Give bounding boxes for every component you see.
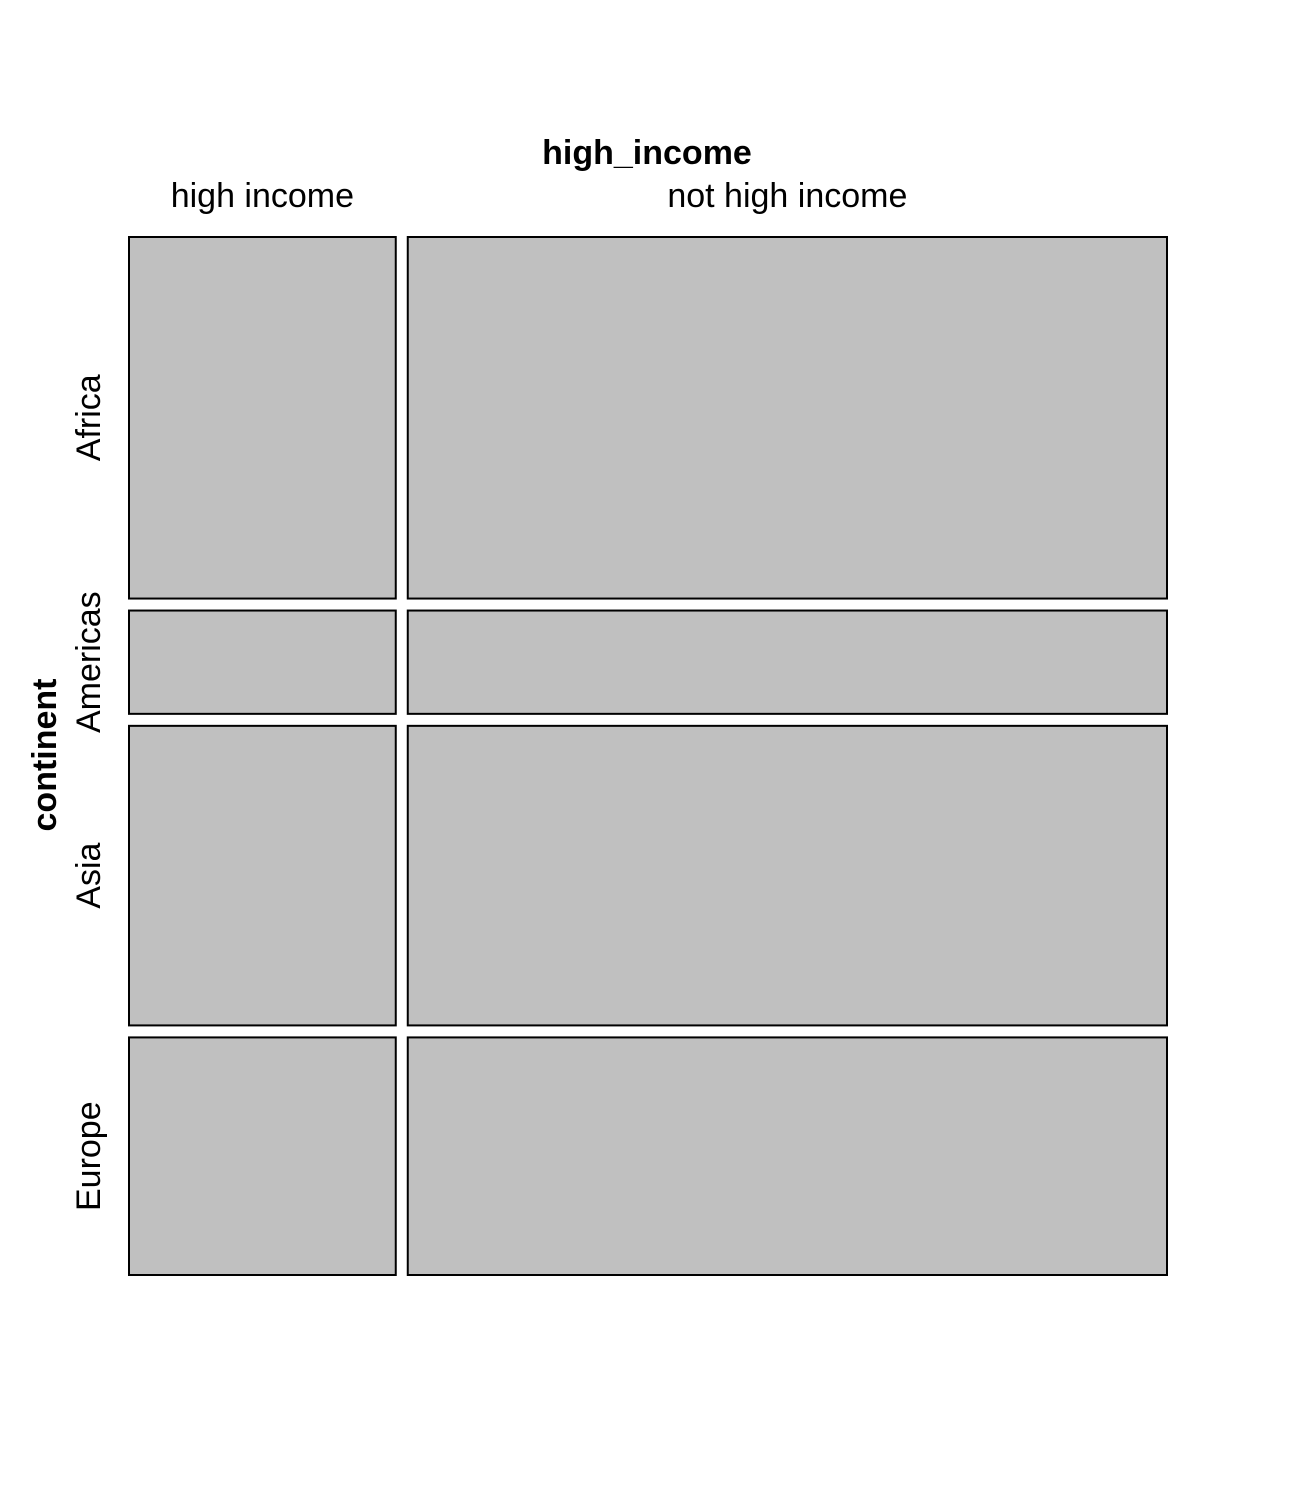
mosaic-tiles — [128, 236, 1168, 1276]
tile-asia-not-high-income — [406, 724, 1168, 1027]
tile-africa-not-high-income — [406, 236, 1168, 600]
row-variable-title: continent — [26, 679, 64, 832]
tile-europe-high-income — [128, 1036, 397, 1276]
column-label-high-income: high income — [171, 177, 354, 215]
row-label-africa: Africa — [70, 374, 108, 461]
column-labels: high income not high income — [171, 177, 908, 215]
row-labels: Africa Americas Asia Europe — [70, 374, 108, 1211]
tile-asia-high-income — [128, 724, 397, 1027]
row-label-americas: Americas — [70, 591, 108, 733]
tile-europe-not-high-income — [406, 1036, 1168, 1276]
column-label-not-high-income: not high income — [667, 177, 907, 215]
column-variable-title: high_income — [542, 134, 752, 172]
row-label-europe: Europe — [70, 1101, 108, 1211]
row-label-asia: Asia — [70, 842, 108, 908]
tile-americas-high-income — [128, 609, 397, 715]
tile-africa-high-income — [128, 236, 397, 600]
tile-americas-not-high-income — [406, 609, 1168, 715]
